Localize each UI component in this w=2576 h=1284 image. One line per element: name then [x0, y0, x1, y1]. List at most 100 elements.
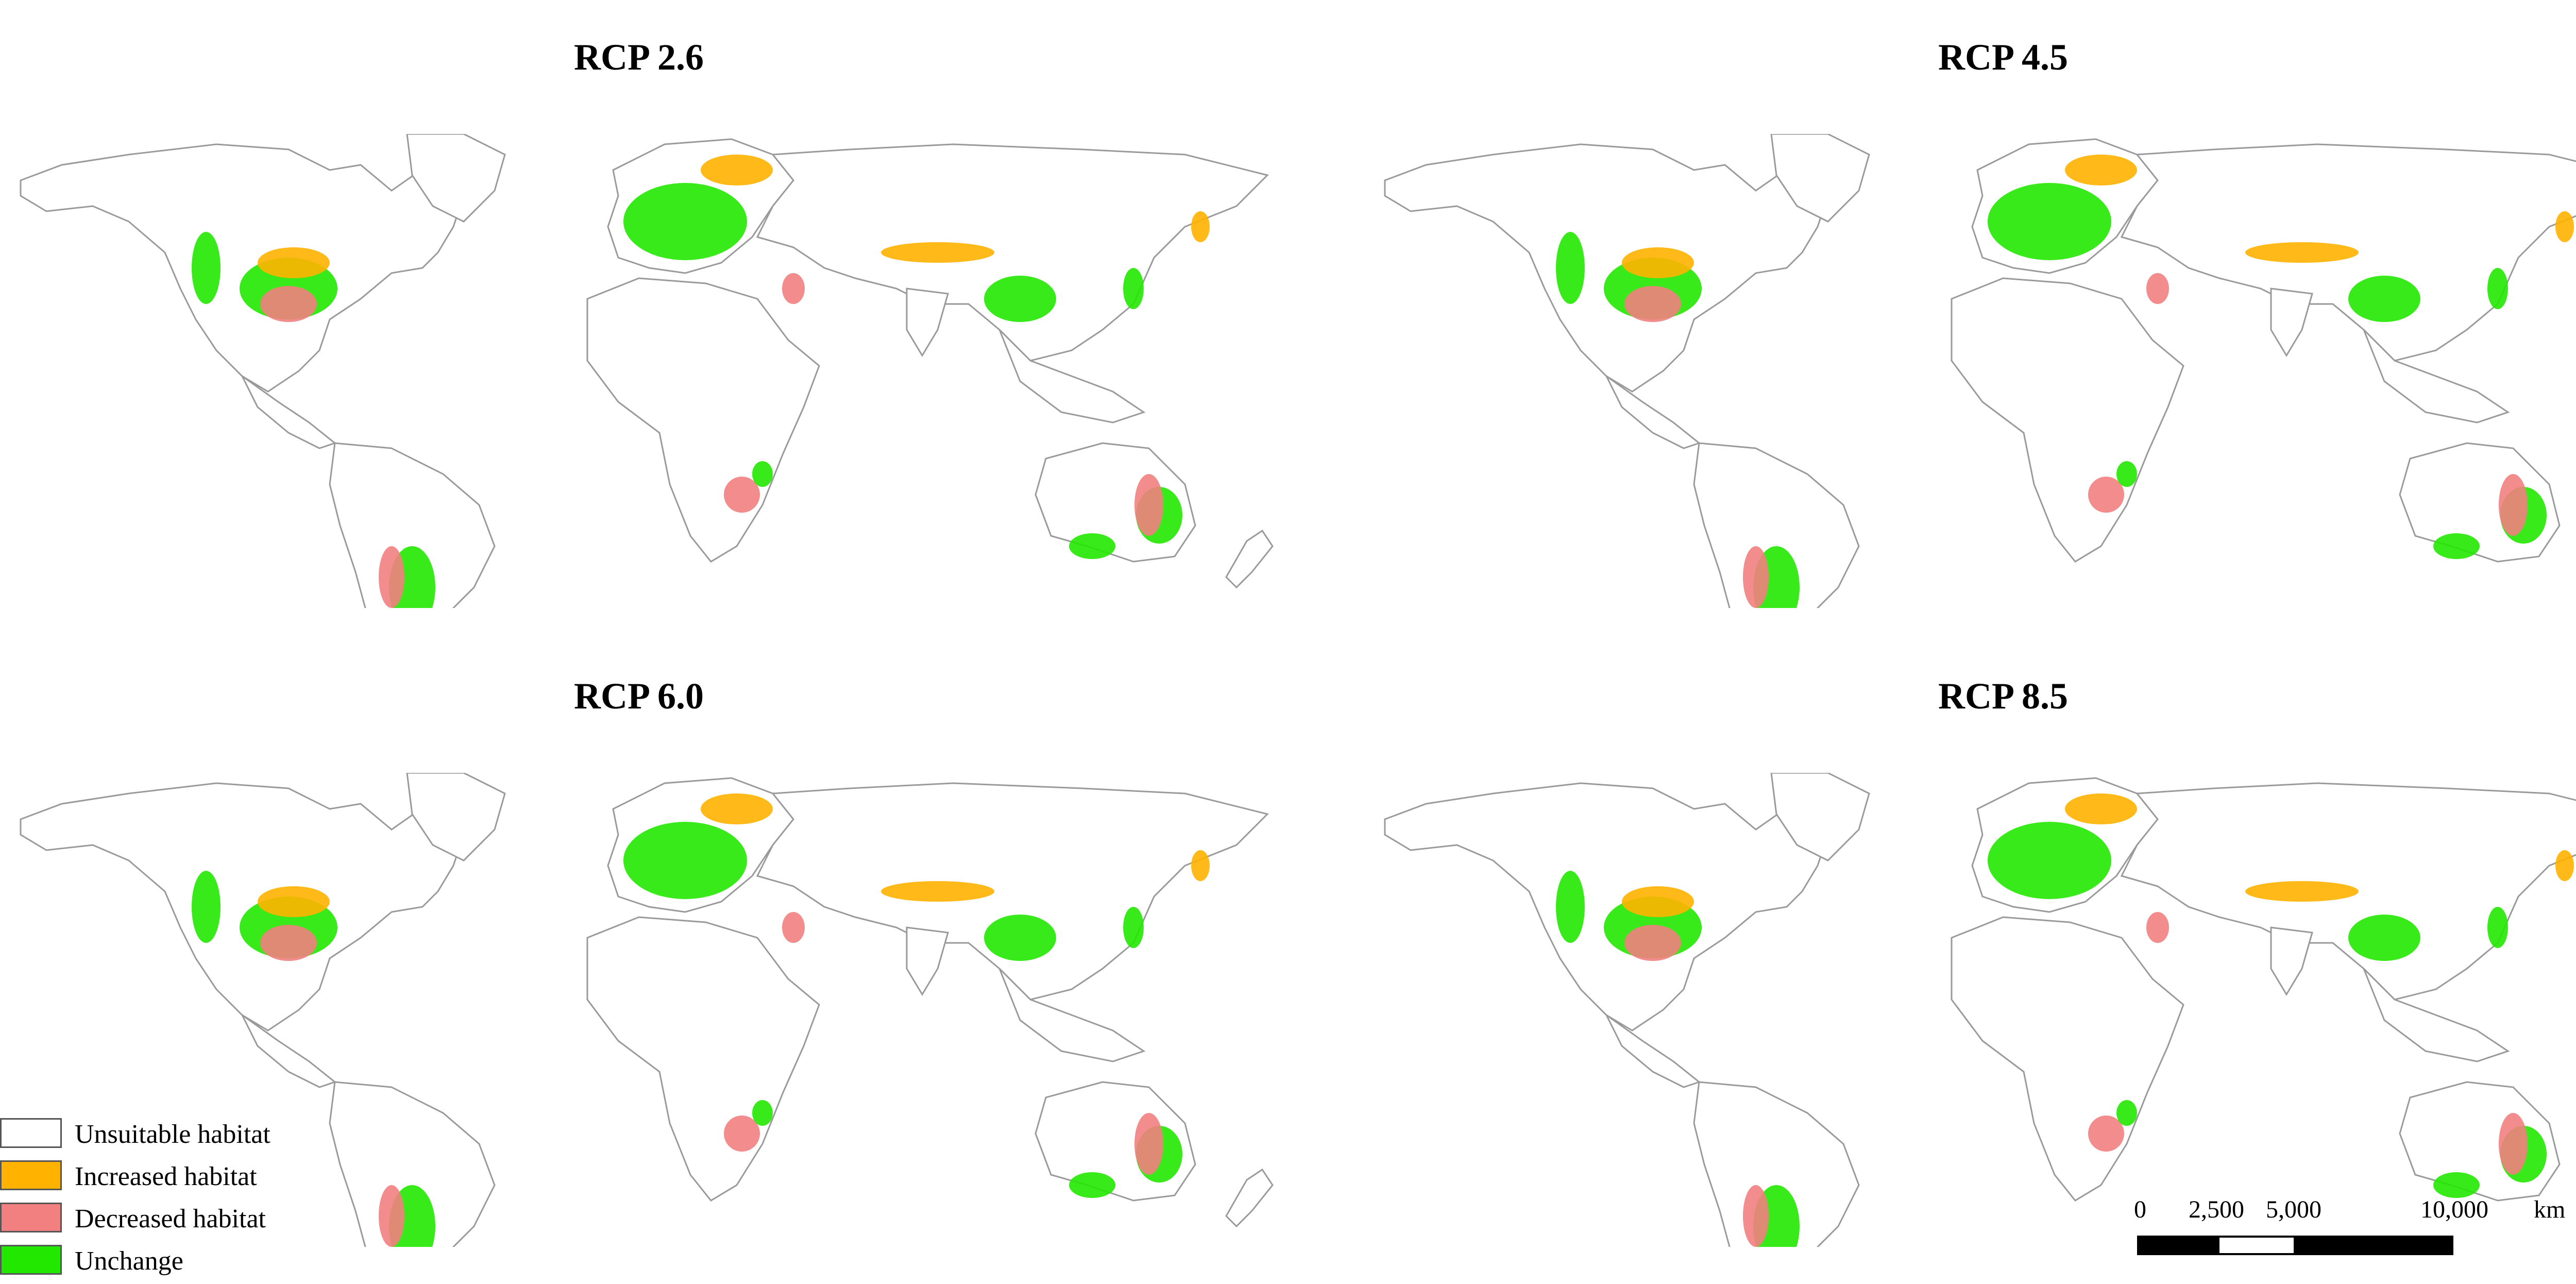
- habitat-region: [258, 886, 330, 917]
- habitat-region: [1069, 533, 1115, 559]
- habitat-region: [1556, 871, 1585, 943]
- africa-outline: [1951, 916, 2184, 1202]
- habitat-region: [1123, 907, 1144, 948]
- greenland-outline: [1770, 134, 1870, 223]
- habitat-region: [1134, 474, 1163, 536]
- panel-title: RCP 2.6: [574, 37, 704, 78]
- legend-label: Unsuitable habitat: [75, 1120, 270, 1149]
- habitat-region: [258, 247, 330, 278]
- north-america-outline: [1384, 143, 1829, 393]
- scale-segment-black: [2294, 1236, 2453, 1255]
- southeast-asia-outline: [2363, 968, 2510, 1062]
- habitat-region: [2116, 461, 2137, 487]
- north-america-outline: [1384, 782, 1829, 1032]
- habitat-region: [2065, 793, 2137, 824]
- habitat-region: [1069, 1172, 1115, 1198]
- south-america-outline: [1693, 442, 1860, 608]
- central-america-outline: [1605, 375, 1701, 449]
- africa-outline: [1951, 277, 2184, 563]
- new-zealand-outline: [1225, 1168, 1274, 1228]
- greenland-outline: [406, 773, 506, 861]
- africa-outline: [586, 916, 820, 1202]
- scale-tick-label: 5,000: [2266, 1196, 2321, 1223]
- habitat-region: [2146, 273, 2169, 304]
- habitat-region: [701, 793, 773, 824]
- habitat-region: [782, 912, 805, 943]
- asia-outline: [756, 782, 1269, 1001]
- new-zealand-outline: [1225, 529, 1274, 589]
- map-panel-rcp45: RCP 4.5: [1364, 0, 2576, 608]
- habitat-region: [724, 1116, 760, 1152]
- map-panel-rcp85: RCP 8.5: [1364, 639, 2576, 1247]
- scale-tick-label: 2,500: [2189, 1196, 2244, 1223]
- habitat-region: [1743, 1185, 1769, 1247]
- panel-title: RCP 6.0: [574, 675, 704, 717]
- panel-title: RCP 4.5: [1938, 37, 2068, 78]
- central-america-outline: [1605, 1014, 1701, 1088]
- scale-segment-white: [2217, 1236, 2296, 1255]
- southeast-asia-outline: [998, 329, 1146, 424]
- greenland-outline: [406, 134, 506, 223]
- habitat-region: [1624, 286, 1681, 322]
- habitat-region: [2245, 881, 2359, 902]
- habitat-region: [1556, 232, 1585, 304]
- habitat-region: [881, 881, 994, 902]
- habitat-region: [2146, 912, 2169, 943]
- greenland-outline: [1770, 773, 1870, 861]
- habitat-region: [1988, 183, 2111, 260]
- legend-swatch: [0, 1118, 62, 1148]
- habitat-region: [1134, 1113, 1163, 1175]
- scale-tick-label: 0: [2134, 1196, 2146, 1223]
- world-map-rcp85: [1384, 773, 2576, 1247]
- habitat-region: [2499, 474, 2528, 536]
- south-america-outline: [1693, 1081, 1860, 1247]
- legend-label: Increased habitat: [75, 1162, 257, 1191]
- habitat-region: [2487, 907, 2508, 948]
- southeast-asia-outline: [998, 968, 1146, 1062]
- world-map-rcp60: [20, 773, 1274, 1247]
- habitat-region: [984, 915, 1056, 961]
- habitat-region: [1191, 211, 1210, 242]
- legend-swatch: [0, 1245, 62, 1275]
- habitat-region: [2116, 1100, 2137, 1126]
- habitat-region: [1622, 247, 1694, 278]
- habitat-region: [260, 925, 317, 961]
- central-america-outline: [241, 1014, 337, 1088]
- habitat-region: [2348, 276, 2420, 322]
- scale-unit: km: [2534, 1196, 2566, 1223]
- habitat-region: [881, 242, 994, 263]
- habitat-region: [782, 273, 805, 304]
- habitat-region: [623, 183, 747, 260]
- habitat-region: [724, 477, 760, 513]
- legend-label: Unchange: [75, 1246, 183, 1276]
- north-america-outline: [20, 143, 465, 393]
- habitat-region: [2487, 268, 2508, 309]
- habitat-region: [260, 286, 317, 322]
- habitat-region: [984, 276, 1056, 322]
- habitat-region: [1622, 886, 1694, 917]
- habitat-region: [2555, 850, 2574, 881]
- habitat-region: [379, 546, 404, 608]
- habitat-region: [2088, 1116, 2124, 1152]
- legend-label: Decreased habitat: [75, 1204, 266, 1234]
- habitat-region: [623, 822, 747, 899]
- habitat-region: [701, 155, 773, 185]
- africa-outline: [586, 277, 820, 563]
- india-outline: [2270, 926, 2313, 996]
- india-outline: [906, 926, 949, 996]
- world-map-rcp26: [20, 134, 1274, 608]
- habitat-region: [1624, 925, 1681, 961]
- habitat-region: [192, 871, 221, 943]
- india-outline: [2270, 288, 2313, 357]
- habitat-region: [2433, 1172, 2480, 1198]
- habitat-region: [379, 1185, 404, 1247]
- habitat-region: [1191, 850, 1210, 881]
- habitat-region: [1123, 268, 1144, 309]
- habitat-region: [1743, 546, 1769, 608]
- habitat-region: [752, 1100, 773, 1126]
- india-outline: [906, 288, 949, 357]
- habitat-region: [2088, 477, 2124, 513]
- map-panel-rcp26: RCP 2.6: [0, 0, 1278, 608]
- south-america-outline: [329, 442, 496, 608]
- habitat-region: [2065, 155, 2137, 185]
